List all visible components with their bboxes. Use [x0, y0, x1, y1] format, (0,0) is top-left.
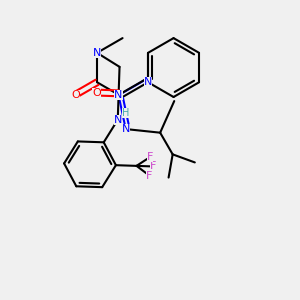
- Text: N: N: [122, 124, 130, 134]
- Text: N: N: [114, 90, 123, 100]
- Text: H: H: [122, 108, 130, 118]
- Text: F: F: [149, 161, 156, 171]
- Text: N: N: [93, 48, 101, 58]
- Text: N: N: [114, 115, 122, 125]
- Text: N: N: [144, 77, 152, 87]
- Text: O: O: [92, 88, 101, 98]
- Text: F: F: [147, 152, 153, 162]
- Text: O: O: [71, 90, 80, 100]
- Text: F: F: [146, 171, 153, 181]
